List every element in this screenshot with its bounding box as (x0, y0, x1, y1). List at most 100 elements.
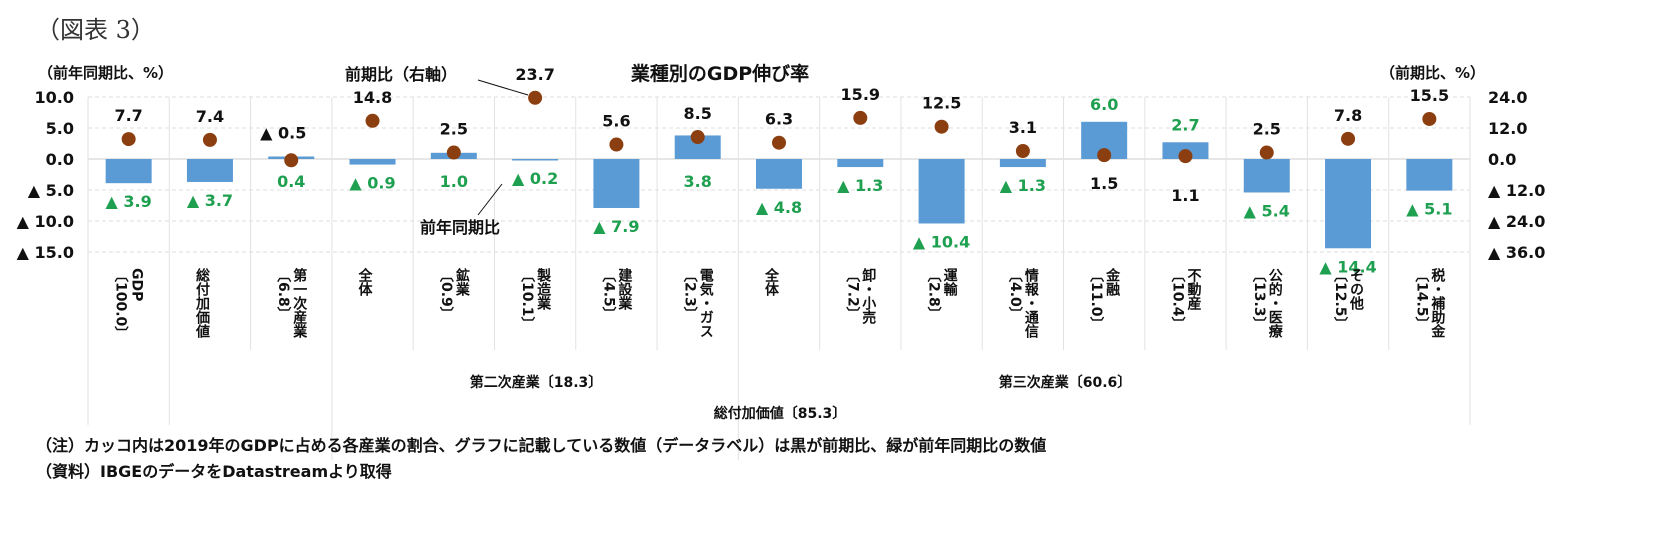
point-value-label: 8.5 (684, 104, 712, 123)
bar-value-label: ▲ 1.3 (1000, 176, 1046, 195)
point (446, 145, 461, 160)
category-name: 全体 (356, 268, 373, 296)
category-share: 〔6.8〕 (275, 268, 292, 321)
point-value-label: 3.1 (1009, 118, 1037, 137)
point-value-label: 23.7 (515, 65, 554, 84)
x-tick-label: 製造業 〔10.1〕 (519, 268, 551, 331)
annotation-yoy: 前年同期比 (420, 218, 500, 237)
bar-value-label: ▲ 0.9 (349, 174, 395, 193)
bar-value-label: 6.0 (1090, 95, 1118, 114)
category-name: 製造業 (535, 268, 552, 310)
bar (1243, 159, 1290, 193)
category-name: 建設業 (616, 268, 633, 310)
point (121, 132, 136, 147)
note: （注）カッコ内は2019年のGDPに占める各産業の割合、グラフに記載している数値… (36, 436, 1047, 455)
bar-value-label: ▲ 7.9 (593, 217, 639, 236)
category-name: 電気・ガス (697, 268, 714, 338)
point-value-label: ▲ 0.5 (260, 123, 306, 142)
point (609, 137, 624, 152)
point-value-label: 2.5 (1253, 120, 1281, 139)
right-tick-label: 12.0 (1488, 119, 1527, 138)
x-tick-label: 公的・医療 〔13.3〕 (1251, 268, 1283, 338)
point-value-label: 2.5 (440, 120, 468, 139)
bar-value-label: 3.8 (684, 172, 712, 191)
bar-value-label: ▲ 3.9 (106, 192, 152, 211)
point (1015, 143, 1030, 158)
x-tick-label: 不動産 〔10.4〕 (1169, 268, 1201, 331)
point (934, 119, 949, 134)
category-share: 〔10.1〕 (519, 268, 536, 331)
bar (999, 159, 1046, 168)
category-share: 〔2.8〕 (925, 268, 942, 321)
group-label-total: 総付加価値〔85.3〕 (713, 406, 847, 422)
chart-title: 業種別のGDP伸び率 (630, 62, 809, 85)
bar-value-label: ▲ 10.4 (913, 232, 970, 251)
x-tick-label: GDP 〔100.0〕 (113, 268, 145, 340)
point (690, 130, 705, 145)
category-name: 卸・小売 (860, 268, 877, 324)
x-tick-label: 情報・通信 〔4.0〕 (1007, 268, 1039, 338)
bar (1325, 159, 1372, 249)
point-value-label: 1.5 (1090, 174, 1118, 193)
category-name: 公的・医療 (1266, 268, 1283, 338)
bar-value-label: ▲ 5.1 (1406, 200, 1452, 219)
annotation-qoq: 前期比（右軸） (345, 65, 457, 84)
point (1178, 149, 1193, 164)
category-share: 〔100.0〕 (112, 268, 129, 341)
category-share: 〔4.5〕 (600, 268, 617, 321)
left-tick-label: ▲ 15.0 (17, 243, 74, 262)
left-axis-title: （前年同期比、%） (38, 64, 173, 82)
x-tick-label: 税・補助金 〔14.5〕 (1413, 268, 1445, 338)
bar (918, 159, 965, 224)
category-share: 〔12.5〕 (1332, 268, 1349, 331)
category-name: 鉱業 (453, 268, 470, 296)
category-name: 第一次産業 (291, 268, 308, 338)
bar-value-label: ▲ 3.7 (187, 191, 233, 210)
point-value-label: 7.8 (1334, 106, 1362, 125)
category-share: 〔4.0〕 (1006, 268, 1023, 321)
category-share: 〔10.4〕 (1169, 268, 1186, 331)
x-tick-label: 建設業 〔4.5〕 (600, 268, 632, 321)
category-name: 総付加価値 (193, 268, 210, 338)
annotation-arrow (477, 183, 503, 216)
bar-value-label: ▲ 4.8 (756, 198, 802, 217)
category-name: 全体 (763, 268, 779, 296)
group-label-tertiary: 第三次産業〔60.6〕 (998, 375, 1132, 391)
point (202, 132, 217, 147)
left-tick-label: ▲ 10.0 (17, 212, 74, 231)
category-name: その他 (1348, 268, 1365, 310)
point-value-label: 7.4 (196, 107, 224, 126)
x-tick-label: 金融 〔11.0〕 (1088, 268, 1120, 331)
point-value-label: 6.3 (765, 110, 793, 129)
point-value-label: 14.8 (353, 88, 392, 107)
bar (756, 159, 802, 189)
category-share: 〔2.3〕 (681, 268, 698, 321)
point (1097, 148, 1112, 163)
bar-value-label: ▲ 5.4 (1244, 201, 1290, 220)
figure-label: （図表 3） (36, 16, 155, 44)
left-tick-label: 10.0 (35, 88, 74, 107)
point-value-label: 15.9 (841, 85, 880, 104)
point-value-label: 5.6 (602, 112, 630, 131)
right-tick-label: 24.0 (1488, 88, 1527, 107)
left-tick-label: ▲ 5.0 (28, 181, 74, 200)
point-value-label: 7.7 (114, 106, 142, 125)
category-name: 運輸 (941, 268, 958, 296)
category-name: 金融 (1104, 268, 1121, 296)
bar-value-label: ▲ 1.3 (837, 176, 883, 195)
bar (349, 159, 396, 165)
category-name: 税・補助金 (1429, 268, 1446, 338)
x-tick-label: 全体 (357, 268, 373, 296)
bar-value-label: ▲ 0.2 (512, 169, 558, 188)
point (1422, 111, 1437, 126)
x-tick-label: 電気・ガス 〔2.3〕 (682, 268, 714, 338)
group-label-secondary: 第二次産業〔18.3〕 (469, 375, 603, 391)
x-tick-label: 運輸 〔2.8〕 (926, 268, 958, 321)
point (772, 135, 786, 150)
bar (105, 159, 152, 184)
category-share: 〔0.9〕 (437, 268, 454, 321)
bar-value-label: 2.7 (1171, 115, 1199, 134)
right-tick-label: ▲ 36.0 (1488, 243, 1545, 262)
right-tick-label: ▲ 12.0 (1488, 181, 1545, 200)
